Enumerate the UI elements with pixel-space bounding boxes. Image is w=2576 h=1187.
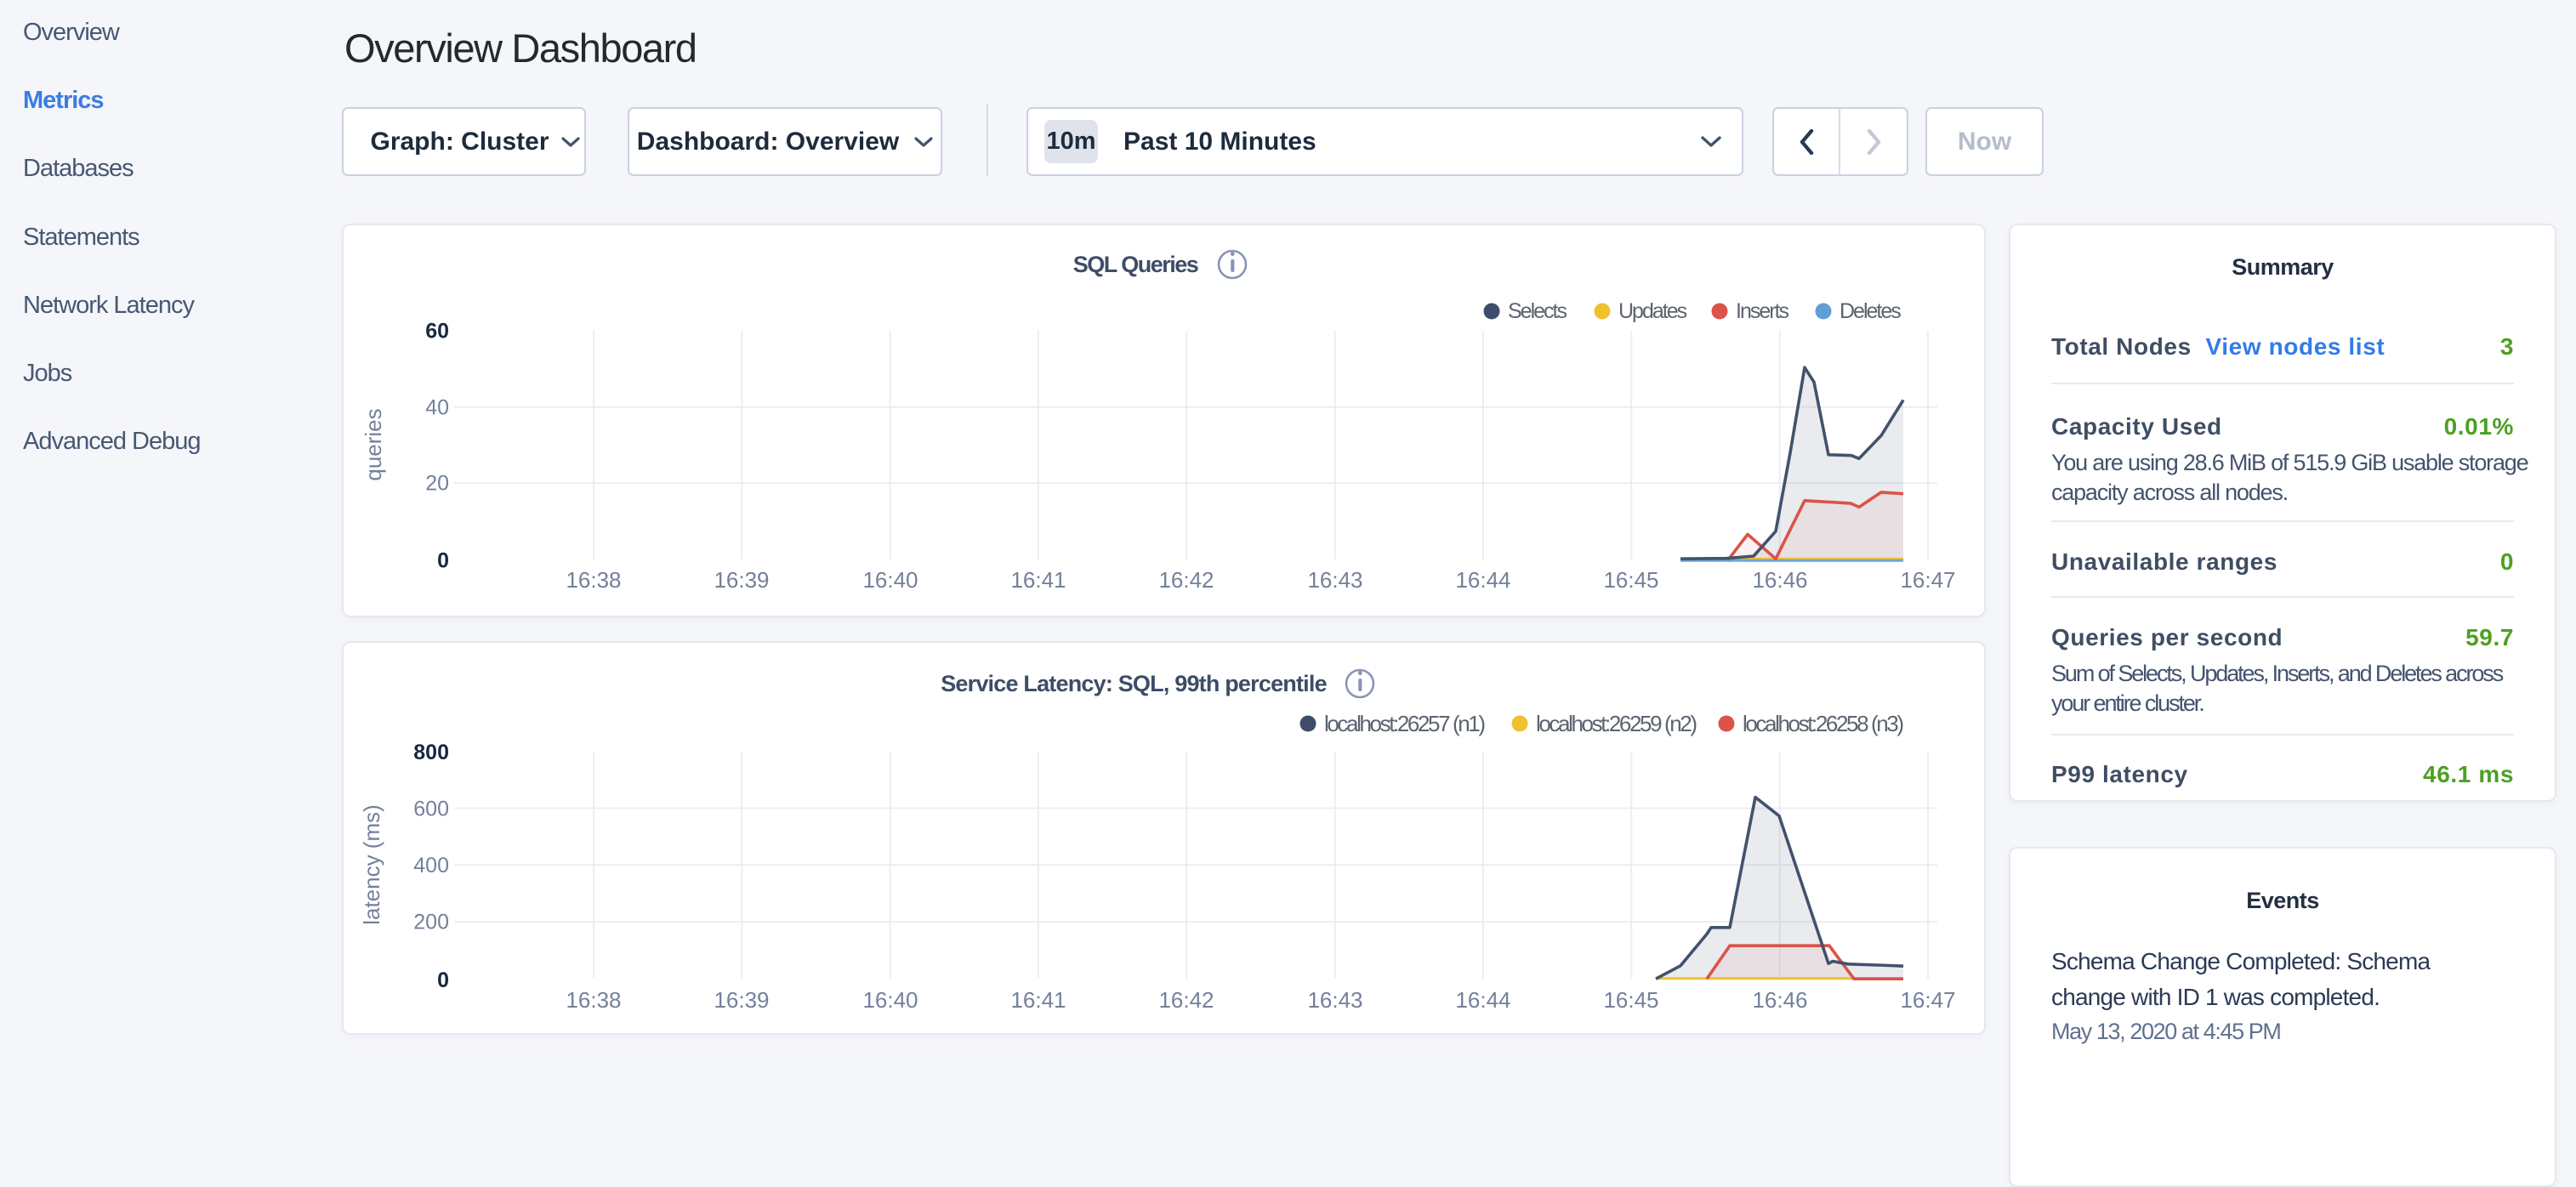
- svg-text:16:42: 16:42: [1158, 987, 1214, 1013]
- svg-text:16:39: 16:39: [714, 567, 769, 593]
- svg-text:SQL Queries: SQL Queries: [1073, 252, 1198, 277]
- svg-text:16:44: 16:44: [1455, 567, 1510, 593]
- svg-text:16:46: 16:46: [1752, 987, 1807, 1013]
- svg-text:0: 0: [437, 968, 449, 992]
- svg-text:16:45: 16:45: [1603, 567, 1658, 593]
- svg-text:16:38: 16:38: [566, 987, 621, 1013]
- svg-text:20: 20: [425, 472, 449, 496]
- svg-text:localhost:26257 (n1): localhost:26257 (n1): [1324, 711, 1485, 736]
- svg-text:60: 60: [425, 320, 449, 344]
- svg-text:16:38: 16:38: [566, 567, 621, 593]
- svg-text:16:39: 16:39: [714, 987, 769, 1013]
- svg-text:16:44: 16:44: [1455, 987, 1510, 1013]
- svg-text:16:46: 16:46: [1752, 567, 1807, 593]
- svg-text:16:40: 16:40: [862, 567, 918, 593]
- svg-text:Service Latency: SQL, 99th per: Service Latency: SQL, 99th percentile: [941, 671, 1327, 696]
- svg-text:latency (ms): latency (ms): [359, 804, 384, 925]
- svg-text:Updates: Updates: [1618, 299, 1687, 323]
- svg-text:800: 800: [413, 741, 449, 764]
- svg-text:Deletes: Deletes: [1840, 299, 1901, 323]
- svg-text:localhost:26259 (n2): localhost:26259 (n2): [1536, 711, 1697, 736]
- svg-text:200: 200: [413, 911, 449, 934]
- svg-text:16:40: 16:40: [862, 987, 918, 1013]
- svg-text:queries: queries: [361, 408, 386, 480]
- svg-text:localhost:26258 (n3): localhost:26258 (n3): [1743, 711, 1903, 736]
- svg-text:Inserts: Inserts: [1736, 299, 1789, 323]
- svg-text:16:41: 16:41: [1010, 567, 1066, 593]
- svg-text:600: 600: [413, 798, 449, 821]
- svg-text:16:47: 16:47: [1900, 567, 1955, 593]
- svg-text:16:41: 16:41: [1010, 987, 1066, 1013]
- svg-text:16:43: 16:43: [1307, 567, 1362, 593]
- svg-text:16:43: 16:43: [1307, 987, 1362, 1013]
- svg-text:Selects: Selects: [1508, 299, 1567, 323]
- svg-text:16:45: 16:45: [1603, 987, 1658, 1013]
- svg-text:16:47: 16:47: [1900, 987, 1955, 1013]
- svg-text:0: 0: [437, 549, 449, 573]
- svg-text:40: 40: [425, 396, 449, 420]
- svg-text:400: 400: [413, 854, 449, 877]
- svg-text:16:42: 16:42: [1158, 567, 1214, 593]
